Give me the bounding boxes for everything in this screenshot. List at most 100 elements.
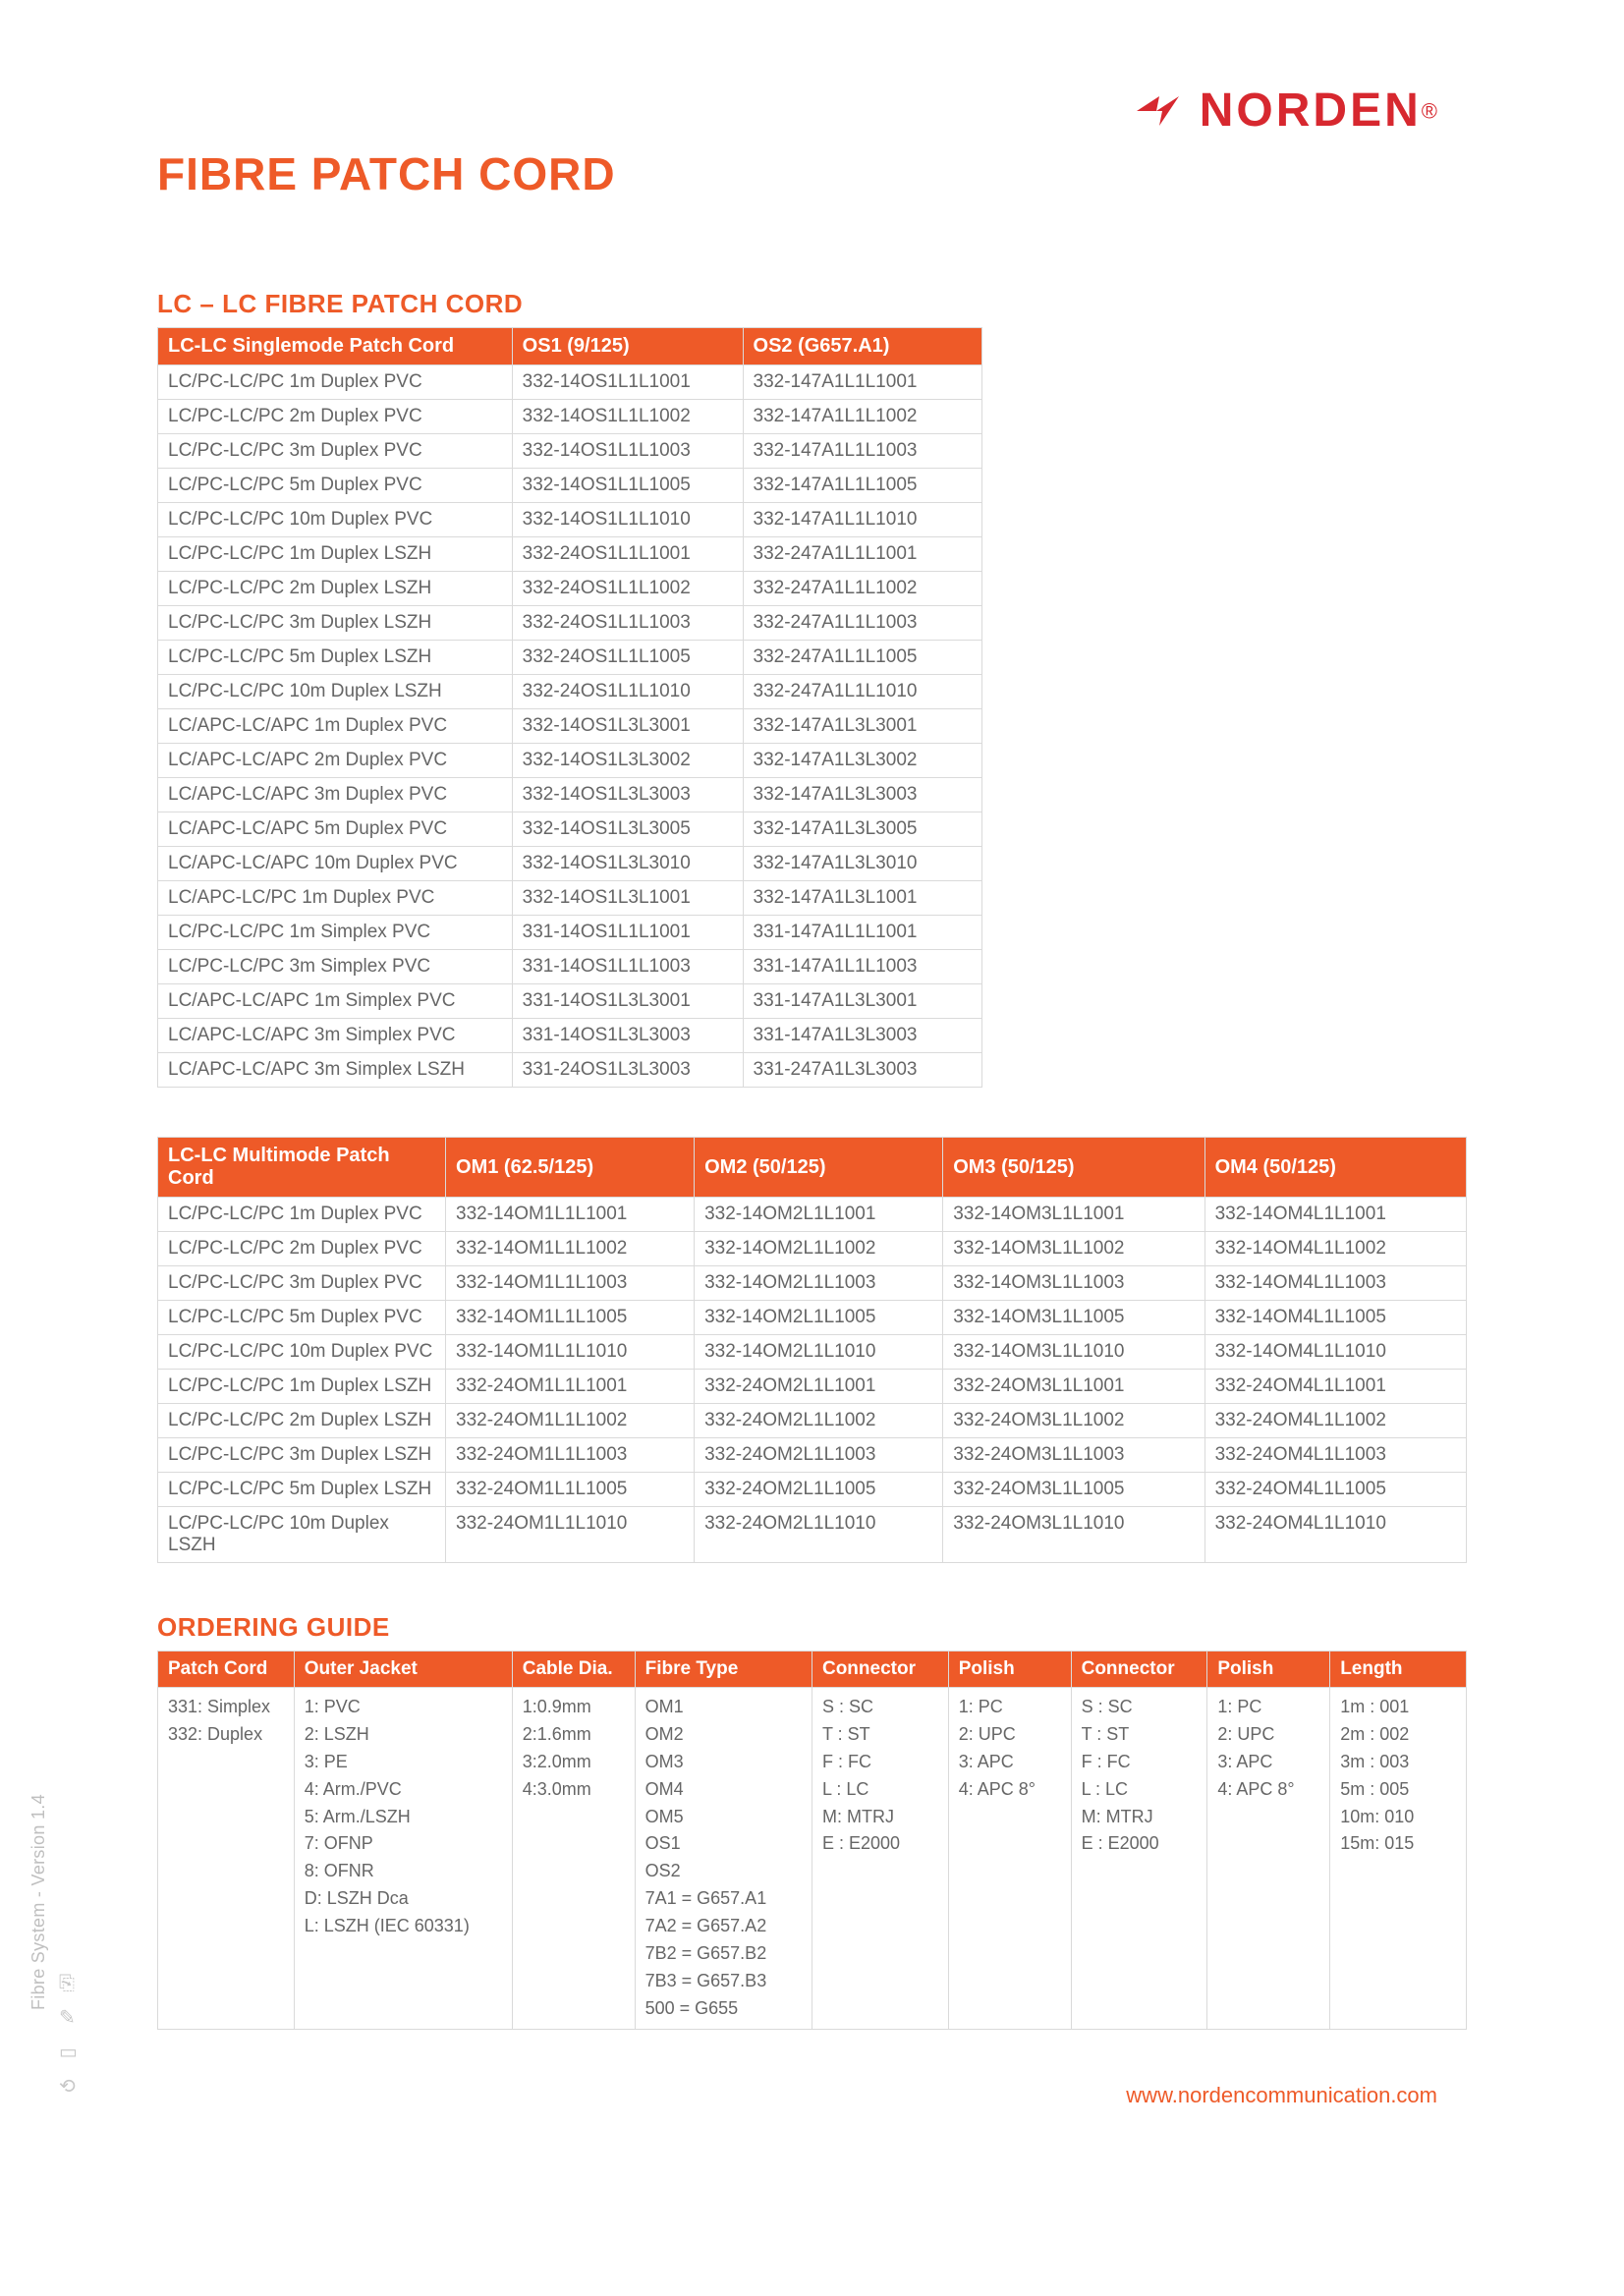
side-icons: ⎘ ✎ ▭ ⟲ [59, 1973, 78, 2099]
table-cell: 332-14OM1L1L1003 [446, 1266, 695, 1301]
ordering-cell: 1: PC 2: UPC 3: APC 4: APC 8° [1207, 1688, 1330, 2030]
table-cell: 332-247A1L1L1010 [743, 675, 981, 709]
column-header: Fibre Type [635, 1652, 812, 1688]
table-cell: 332-247A1L1L1002 [743, 572, 981, 606]
column-header: Patch Cord [158, 1652, 295, 1688]
column-header: Connector [1071, 1652, 1207, 1688]
table-row: LC/PC-LC/PC 3m Duplex PVC332-14OM1L1L100… [158, 1266, 1467, 1301]
table-cell: 332-247A1L1L1001 [743, 537, 981, 572]
column-header: LC-LC Multimode Patch Cord [158, 1138, 446, 1198]
table-cell: LC/PC-LC/PC 1m Duplex PVC [158, 1198, 446, 1232]
ordering-cell: S : SC T : ST F : FC L : LC M: MTRJ E : … [1071, 1688, 1207, 2030]
table-cell: 331-14OS1L1L1001 [512, 916, 743, 950]
ordering-cell: 1m : 001 2m : 002 3m : 003 5m : 005 10m:… [1330, 1688, 1467, 2030]
table-row: LC/APC-LC/APC 3m Duplex PVC332-14OS1L3L3… [158, 778, 982, 812]
column-header: OM2 (50/125) [695, 1138, 943, 1198]
table-cell: 332-24OM2L1L1003 [695, 1438, 943, 1473]
table-row: LC/APC-LC/APC 1m Duplex PVC332-14OS1L3L3… [158, 709, 982, 744]
table-row: LC/PC-LC/PC 1m Duplex PVC332-14OM1L1L100… [158, 1198, 1467, 1232]
table-cell: 332-24OM4L1L1005 [1204, 1473, 1466, 1507]
table-cell: 331-24OS1L3L3003 [512, 1053, 743, 1088]
table-cell: 332-24OM1L1L1003 [446, 1438, 695, 1473]
table-cell: 331-14OS1L1L1003 [512, 950, 743, 984]
ordering-cell: 1: PVC 2: LSZH 3: PE 4: Arm./PVC 5: Arm.… [294, 1688, 512, 2030]
table-cell: 332-24OM2L1L1010 [695, 1507, 943, 1563]
brand-arrow-icon [1135, 91, 1184, 131]
table-cell: LC/PC-LC/PC 2m Duplex PVC [158, 400, 513, 434]
table-cell: 332-147A1L3L3002 [743, 744, 981, 778]
table-cell: 332-24OM1L1L1010 [446, 1507, 695, 1563]
table-cell: LC/PC-LC/PC 3m Simplex PVC [158, 950, 513, 984]
table-cell: 332-14OM2L1L1010 [695, 1335, 943, 1370]
table-cell: 332-14OM1L1L1010 [446, 1335, 695, 1370]
table-cell: LC/PC-LC/PC 1m Simplex PVC [158, 916, 513, 950]
table-cell: 332-14OS1L1L1010 [512, 503, 743, 537]
table-cell: LC/PC-LC/PC 3m Duplex LSZH [158, 606, 513, 641]
table-row: LC/PC-LC/PC 3m Duplex PVC332-14OS1L1L100… [158, 434, 982, 469]
table-cell: LC/PC-LC/PC 5m Duplex PVC [158, 1301, 446, 1335]
table-cell: LC/PC-LC/PC 5m Duplex LSZH [158, 1473, 446, 1507]
table-cell: 332-14OM3L1L1001 [943, 1198, 1204, 1232]
table-cell: 332-247A1L1L1003 [743, 606, 981, 641]
table-cell: 332-14OS1L1L1002 [512, 400, 743, 434]
column-header: OM4 (50/125) [1204, 1138, 1466, 1198]
table-cell: LC/PC-LC/PC 1m Duplex LSZH [158, 537, 513, 572]
table-cell: 332-24OS1L1L1010 [512, 675, 743, 709]
table-cell: LC/APC-LC/APC 3m Simplex LSZH [158, 1053, 513, 1088]
table-cell: 332-14OS1L1L1001 [512, 365, 743, 400]
table-row: LC/PC-LC/PC 10m Duplex LSZH332-24OS1L1L1… [158, 675, 982, 709]
table-row: LC/PC-LC/PC 10m Duplex PVC332-14OM1L1L10… [158, 1335, 1467, 1370]
table-cell: 332-24OM2L1L1001 [695, 1370, 943, 1404]
table-cell: 332-24OM4L1L1002 [1204, 1404, 1466, 1438]
table-cell: 332-14OM4L1L1001 [1204, 1198, 1466, 1232]
table-cell: LC/PC-LC/PC 1m Duplex PVC [158, 365, 513, 400]
table-row: LC/PC-LC/PC 10m Duplex LSZH332-24OM1L1L1… [158, 1507, 1467, 1563]
footer-url: www.nordencommunication.com [1126, 2083, 1437, 2108]
table-row: LC/PC-LC/PC 3m Duplex LSZH332-24OM1L1L10… [158, 1438, 1467, 1473]
table-cell: 332-14OM3L1L1003 [943, 1266, 1204, 1301]
table-cell: LC/PC-LC/PC 3m Duplex PVC [158, 1266, 446, 1301]
table-cell: LC/PC-LC/PC 10m Duplex LSZH [158, 1507, 446, 1563]
table-cell: 332-14OM3L1L1002 [943, 1232, 1204, 1266]
table-cell: 332-14OS1L3L3001 [512, 709, 743, 744]
table-row: LC/PC-LC/PC 1m Duplex PVC332-14OS1L1L100… [158, 365, 982, 400]
table-row: LC/APC-LC/APC 1m Simplex PVC331-14OS1L3L… [158, 984, 982, 1019]
singlemode-table: LC-LC Singlemode Patch CordOS1 (9/125)OS… [157, 327, 982, 1088]
table-cell: 332-147A1L3L1001 [743, 881, 981, 916]
table-row: LC/APC-LC/APC 5m Duplex PVC332-14OS1L3L3… [158, 812, 982, 847]
table-cell: 332-14OS1L3L3005 [512, 812, 743, 847]
table-cell: 332-14OS1L1L1003 [512, 434, 743, 469]
table-cell: 332-24OM4L1L1003 [1204, 1438, 1466, 1473]
table-row: LC/APC-LC/APC 3m Simplex LSZH331-24OS1L3… [158, 1053, 982, 1088]
table-cell: LC/APC-LC/APC 2m Duplex PVC [158, 744, 513, 778]
table-cell: LC/APC-LC/APC 3m Duplex PVC [158, 778, 513, 812]
table-cell: 332-24OM1L1L1001 [446, 1370, 695, 1404]
table-cell: 332-24OM2L1L1005 [695, 1473, 943, 1507]
column-header: Cable Dia. [512, 1652, 635, 1688]
table-cell: 332-24OS1L1L1005 [512, 641, 743, 675]
table-cell: 332-14OS1L3L3003 [512, 778, 743, 812]
table-cell: 332-147A1L1L1010 [743, 503, 981, 537]
column-header: Polish [1207, 1652, 1330, 1688]
table-cell: 332-24OM3L1L1005 [943, 1473, 1204, 1507]
table-cell: 331-14OS1L3L3001 [512, 984, 743, 1019]
table-cell: 332-24OM3L1L1010 [943, 1507, 1204, 1563]
table-cell: LC/PC-LC/PC 1m Duplex LSZH [158, 1370, 446, 1404]
table-cell: 332-24OM1L1L1002 [446, 1404, 695, 1438]
table-cell: 331-14OS1L3L3003 [512, 1019, 743, 1053]
ordering-cell: OM1 OM2 OM3 OM4 OM5 OS1 OS2 7A1 = G657.A… [635, 1688, 812, 2030]
table-cell: 332-24OS1L1L1002 [512, 572, 743, 606]
table-row: LC/APC-LC/APC 2m Duplex PVC332-14OS1L3L3… [158, 744, 982, 778]
table-cell: LC/APC-LC/APC 1m Duplex PVC [158, 709, 513, 744]
table-cell: LC/PC-LC/PC 2m Duplex LSZH [158, 572, 513, 606]
table-cell: 332-14OM2L1L1002 [695, 1232, 943, 1266]
table-cell: 332-14OM2L1L1005 [695, 1301, 943, 1335]
table-cell: 332-24OM3L1L1001 [943, 1370, 1204, 1404]
brand-logo: NORDEN® [1135, 84, 1437, 138]
table-cell: LC/APC-LC/APC 1m Simplex PVC [158, 984, 513, 1019]
ordering-cell: 1:0.9mm 2:1.6mm 3:2.0mm 4:3.0mm [512, 1688, 635, 2030]
table-cell: 332-147A1L3L3003 [743, 778, 981, 812]
table-cell: 332-24OM1L1L1005 [446, 1473, 695, 1507]
table-row: LC/PC-LC/PC 5m Duplex PVC332-14OS1L1L100… [158, 469, 982, 503]
table-row: LC/PC-LC/PC 2m Duplex LSZH332-24OS1L1L10… [158, 572, 982, 606]
